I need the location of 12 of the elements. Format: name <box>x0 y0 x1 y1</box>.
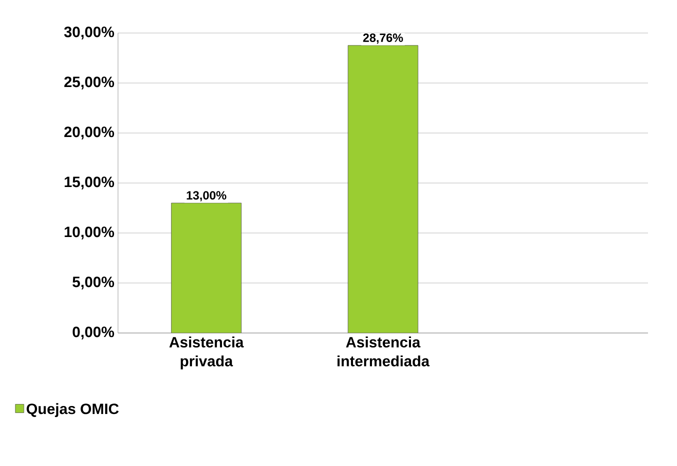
legend-label: Quejas OMIC <box>26 403 119 418</box>
data-label: 28,76% <box>363 34 403 44</box>
y-tick-label: 25,00% <box>64 76 114 90</box>
y-tick-label: 5,00% <box>72 276 114 290</box>
y-tick-label: 10,00% <box>64 226 114 240</box>
y-tick-label: 15,00% <box>64 176 114 190</box>
x-tick-label: Asistencia intermediada <box>338 336 430 366</box>
y-tick-label: 0,00% <box>72 326 114 340</box>
x-tick-label: Asistencia privada <box>169 336 244 370</box>
data-label: 13,00% <box>186 191 226 202</box>
y-tick-label: 20,00% <box>64 126 114 140</box>
y-tick-label: 30,00% <box>64 26 114 40</box>
